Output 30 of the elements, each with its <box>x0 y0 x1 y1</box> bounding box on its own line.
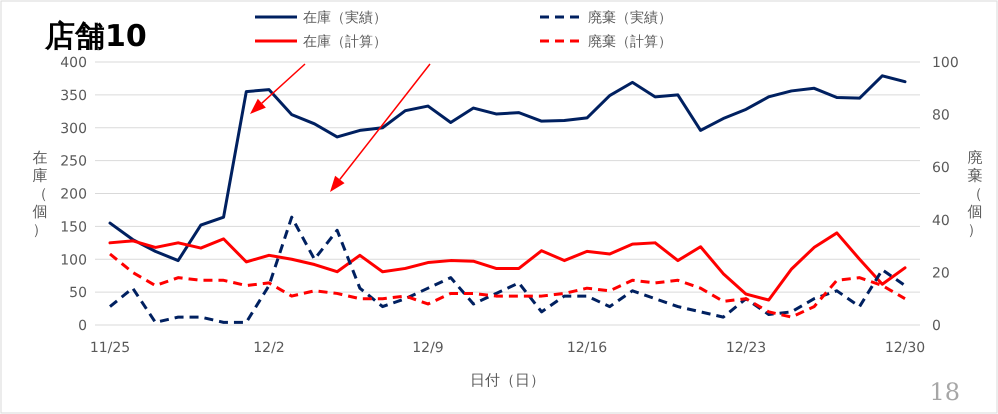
y-tick-label: 100 <box>60 252 87 268</box>
y-tick-label: 400 <box>60 55 87 71</box>
y-tick-label: 150 <box>60 219 87 236</box>
x-tick-label: 12/2 <box>253 340 285 356</box>
y-tick-label: 0 <box>78 318 87 334</box>
y-tick-label: 300 <box>60 120 87 137</box>
y-tick-label: 250 <box>60 154 87 170</box>
x-tick-label: 12/30 <box>884 340 926 356</box>
legend-label: 廃棄（計算） <box>588 34 672 50</box>
y-tick-label: 350 <box>60 88 87 104</box>
chart-title: 店舗10 <box>44 19 147 54</box>
x-tick-label: 12/9 <box>412 340 444 356</box>
y2-tick-label: 0 <box>932 318 941 334</box>
y-tick-label: 200 <box>60 186 87 202</box>
x-tick-label: 12/23 <box>726 340 766 356</box>
x-tick-label: 11/25 <box>90 340 130 356</box>
x-tick-label: 12/16 <box>566 340 608 356</box>
legend-label: 廃棄（実績） <box>588 10 672 26</box>
legend-label: 在庫（計算） <box>303 34 387 50</box>
y2-tick-label: 40 <box>932 212 950 229</box>
legend-label: 在庫（実績） <box>303 10 387 26</box>
y2-axis-title: 廃棄（個） <box>968 148 982 238</box>
y2-tick-label: 20 <box>932 265 950 282</box>
y-tick-label: 50 <box>69 285 87 302</box>
y2-tick-label: 80 <box>932 108 950 124</box>
x-axis-title: 日付（日） <box>470 371 545 389</box>
text: 18 <box>929 378 960 406</box>
y2-tick-label: 100 <box>932 55 959 71</box>
y-axis-title: 在庫（個） <box>32 148 48 238</box>
y2-tick-label: 60 <box>932 160 950 176</box>
